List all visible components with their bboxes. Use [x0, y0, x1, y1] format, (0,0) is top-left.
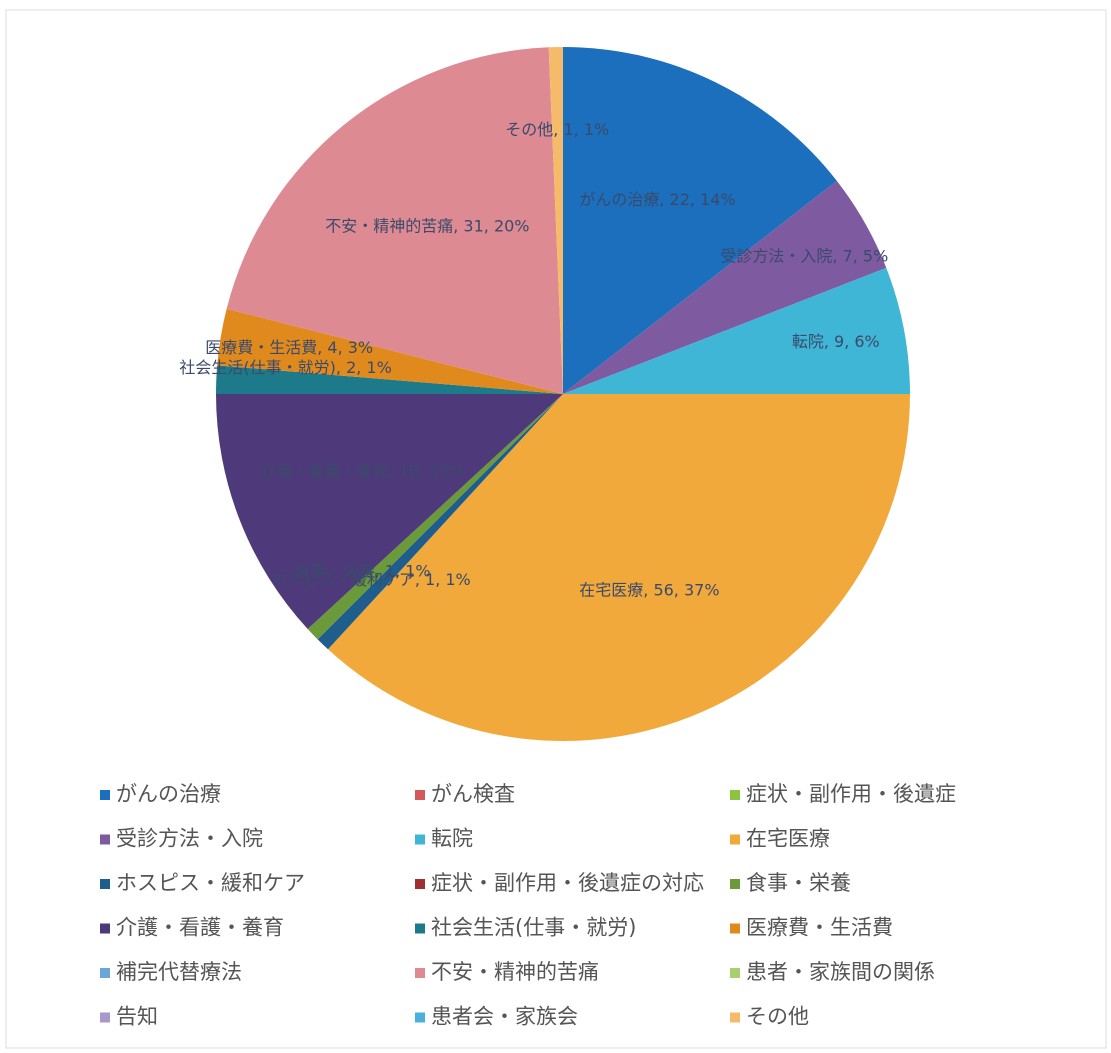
pie-slice — [563, 180, 887, 394]
legend-swatch — [415, 923, 425, 934]
legend-swatch — [415, 834, 425, 845]
pie-slice — [563, 267, 910, 394]
legend-swatch — [415, 790, 425, 800]
data-label: ホスピス・緩和ケア, 1, 1% — [271, 570, 471, 589]
legend-label: 補完代替療法 — [116, 960, 242, 984]
legend-swatch — [100, 1012, 110, 1023]
legend-swatch — [730, 1012, 740, 1023]
legend-swatch — [730, 790, 740, 800]
pie-slice — [226, 47, 563, 395]
legend-label: 告知 — [116, 1005, 158, 1029]
legend-swatch — [415, 968, 425, 978]
legend-swatch — [730, 968, 740, 978]
legend-label: 在宅医療 — [746, 827, 830, 851]
data-label: 不安・精神的苦痛, 31, 20% — [325, 216, 529, 235]
data-label: その他, 1, 1% — [505, 120, 609, 139]
legend-label: 転院 — [431, 827, 473, 851]
legend-label: ホスピス・緩和ケア — [116, 871, 305, 895]
pie-slice — [317, 394, 563, 650]
data-label: 受診方法・入院, 7, 5% — [720, 246, 888, 265]
data-label: 介護・看護・養育, 18, 12% — [260, 462, 464, 481]
data-label: 食事・栄養, 1, 1% — [295, 562, 431, 581]
legend-swatch — [730, 923, 740, 934]
legend-label: 社会生活(仕事・就労) — [431, 916, 636, 940]
legend-swatch — [730, 879, 740, 889]
legend-label: 不安・精神的苦痛 — [431, 960, 599, 984]
legend-label: 患者・家族間の関係 — [746, 960, 935, 984]
legend-label: 症状・副作用・後遺症の対応 — [431, 871, 704, 895]
legend-label: 医療費・生活費 — [746, 916, 893, 940]
legend-swatch — [100, 923, 110, 934]
legend-label: 症状・副作用・後遺症 — [746, 782, 956, 806]
legend-swatch — [415, 1012, 425, 1023]
pie-slice — [217, 308, 563, 394]
legend-label: がん検査 — [431, 782, 515, 806]
pie-slice — [327, 394, 911, 741]
pie-slice — [563, 47, 837, 394]
legend-label: 受診方法・入院 — [116, 827, 263, 851]
data-label: 在宅医療, 56, 37% — [579, 581, 719, 600]
legend-swatch — [415, 879, 425, 889]
data-label: 医療費・生活費, 4, 3% — [205, 338, 373, 357]
legend-swatch — [100, 834, 110, 845]
legend-swatch — [100, 879, 110, 889]
pie-slice — [216, 394, 563, 630]
legend-swatch — [100, 968, 110, 978]
legend-label: 食事・栄養 — [746, 871, 851, 895]
legend-label: その他 — [746, 1005, 809, 1029]
legend-label: 患者会・家族会 — [431, 1005, 578, 1029]
data-label: 社会生活(仕事・就労), 2, 1% — [179, 358, 391, 377]
pie-slice — [548, 47, 563, 394]
data-label: がんの治療, 22, 14% — [579, 190, 735, 209]
legend-swatch — [730, 834, 740, 845]
pie-slice — [216, 365, 563, 394]
legend-label: がんの治療 — [116, 782, 221, 806]
data-label: 転院, 9, 6% — [792, 332, 880, 351]
pie-slice — [307, 394, 563, 640]
legend-label: 介護・看護・養育 — [116, 916, 284, 940]
legend-swatch — [100, 790, 110, 800]
